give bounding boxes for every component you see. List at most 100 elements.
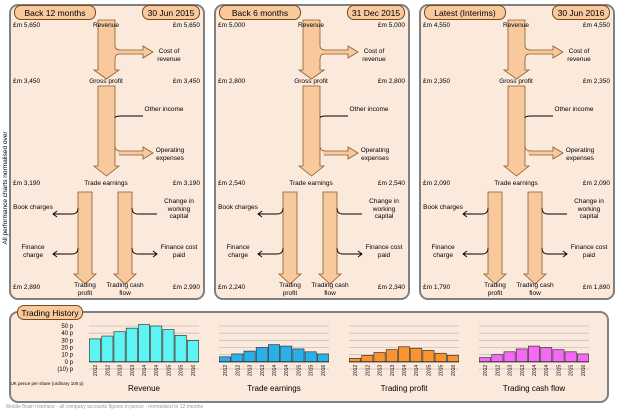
x-tick-label: 2015	[179, 365, 185, 376]
x-tick-label: 2012	[223, 365, 229, 376]
bar	[150, 325, 163, 363]
bar	[564, 351, 577, 363]
revenue-value-right: £m 5,650	[172, 22, 200, 29]
book-charges-line	[52, 207, 79, 218]
x-tick-label: 2016	[581, 365, 587, 376]
change-working-capital-label: Change in working capital	[164, 198, 194, 220]
x-tick-label: 2013	[508, 365, 514, 376]
other-income-label: Other income	[144, 106, 184, 113]
bar	[422, 350, 435, 363]
cost-of-revenue-label: Cost of revenue	[362, 48, 386, 63]
tab-date: 30 Jun 2016	[552, 5, 610, 20]
finance-charge-line	[462, 247, 489, 258]
book-charges-label: Book charges	[13, 204, 53, 211]
bar	[113, 331, 126, 363]
y-tick-label: 40 p	[61, 331, 73, 337]
y-tick-label: 50 p	[61, 324, 73, 330]
operating-expenses-flow	[114, 145, 154, 160]
revenue-label: Revenue	[297, 22, 325, 29]
gross-value-right: £m 3,450	[172, 78, 200, 85]
bottom-value-right: £m 2,340	[377, 284, 405, 291]
book-charges-label: Book charges	[218, 204, 258, 211]
revenue-value-right: £m 5,000	[377, 22, 405, 29]
x-tick-label: 2014	[272, 365, 278, 376]
x-tick-label: 2014	[544, 365, 550, 376]
trading-cash-flow-flow	[522, 191, 548, 285]
bottom-value-right: £m 2,990	[172, 284, 200, 291]
x-tick-label: 2014	[154, 365, 160, 376]
bar	[576, 353, 589, 363]
tab-date: 31 Dec 2015	[347, 5, 405, 20]
working-capital-line	[541, 207, 567, 215]
x-tick-label: 2016	[191, 365, 197, 376]
gross-profit-flow	[502, 85, 531, 177]
revenue-value-left: £m 5,000	[218, 22, 246, 29]
other-income-line	[114, 115, 143, 119]
bar	[231, 353, 244, 363]
y-tick-label: 0 p	[65, 360, 74, 366]
gross-value-right: £m 2,350	[582, 78, 610, 85]
x-tick-label: 2014	[142, 365, 148, 376]
bottom-value-left: £m 1,790	[423, 284, 451, 291]
trade-earnings-label: Trade earnings	[84, 180, 128, 187]
revenue-label: Revenue	[502, 22, 530, 29]
bar	[219, 356, 232, 363]
operating-expenses-flow	[524, 145, 564, 160]
trading-profit-label: Trading profit	[279, 282, 301, 297]
bar	[304, 351, 317, 363]
finance-cost-paid-line	[541, 247, 568, 258]
bar	[186, 340, 199, 363]
book-charges-line	[462, 207, 489, 218]
trading-cash-flow-flow	[112, 191, 138, 285]
bar	[316, 353, 329, 363]
gross-profit-flow	[92, 85, 121, 177]
bar	[101, 335, 114, 363]
x-tick-label: 2013	[520, 365, 526, 376]
bottom-value-left: £m 2,240	[218, 284, 246, 291]
revenue-flow	[297, 19, 359, 80]
revenue-value-left: £m 4,550	[423, 22, 451, 29]
flow-diagram	[52, 19, 158, 285]
trade-value-left: £m 3,190	[13, 180, 41, 187]
trading-history-charts: 50 p40 p30 p 20 p10 p0 p(10) p UK pence pe…	[10, 324, 589, 393]
gross-profit-label: Gross profit	[89, 78, 123, 85]
y-tick-label: 20 p	[61, 346, 73, 352]
chart-title: Trading cash flow	[503, 384, 566, 393]
bar	[385, 349, 398, 363]
trading-cash-flow-label: Trading cash flow	[311, 282, 349, 297]
revenue-flow	[92, 19, 154, 80]
finance-cost-paid-line	[131, 247, 158, 258]
bar	[268, 344, 280, 363]
book-charges-line	[257, 207, 284, 218]
x-tick-label: 2013	[378, 365, 384, 376]
bar	[89, 338, 102, 363]
x-tick-label: 2012	[353, 365, 359, 376]
other-income-line	[319, 115, 348, 119]
trade-value-right: £m 2,090	[582, 180, 610, 187]
bar	[434, 352, 447, 363]
trading-profit-label: Trading profit	[74, 282, 96, 297]
finance-charge-label: Finance charge	[431, 244, 455, 259]
bar	[503, 351, 516, 363]
revenue-flow	[502, 19, 564, 80]
panel-2: Back 6 months 31 Dec 2015 £m 5,000 £m 5,000…	[214, 4, 410, 300]
trading-profit-flow	[277, 191, 303, 285]
trade-earnings-label: Trade earnings	[289, 180, 333, 187]
revenue-value-left: £m 5,650	[13, 22, 41, 29]
finance-cost-paid-label: Finance cost paid	[160, 244, 198, 259]
x-tick-label: 2012	[235, 365, 241, 376]
gross-profit-label: Gross profit	[294, 78, 328, 85]
x-tick-label: 2015	[166, 365, 172, 376]
bar	[162, 329, 175, 363]
bottom-value-left: £m 2,890	[13, 284, 41, 291]
x-tick-label: 2014	[414, 365, 420, 376]
change-working-capital-label: Change in working capital	[369, 198, 399, 220]
x-tick-label: 2015	[556, 365, 562, 376]
history-chart-2: 2012 2012 2013 2013 2014 2014 2015 2015 2016 Trad…	[219, 325, 329, 393]
other-income-label: Other income	[349, 106, 389, 113]
x-tick-label: 2012	[93, 365, 99, 376]
flow-diagram	[257, 19, 363, 285]
footer-note: Mobile Brain Interface · all company acc…	[6, 404, 204, 410]
bar	[349, 357, 362, 363]
bar	[373, 352, 386, 363]
